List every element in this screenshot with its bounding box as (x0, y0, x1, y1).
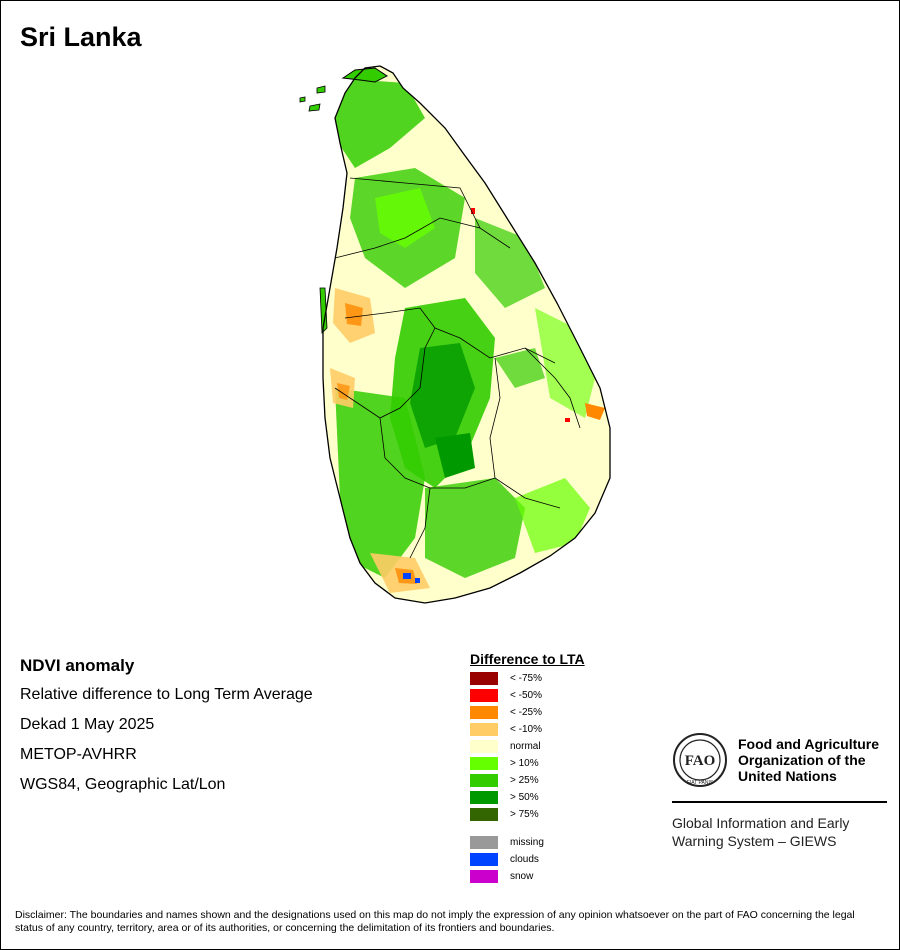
fao-logo: FAO FIAT PANIS (673, 733, 727, 787)
legend-swatch (470, 808, 498, 821)
legend-item: missing (470, 836, 670, 850)
fao-name-line: Food and Agriculture (738, 736, 880, 752)
giews-line: Warning System – GIEWS (672, 833, 837, 849)
legend-swatch (470, 672, 498, 685)
map-title: Sri Lanka (20, 22, 142, 52)
disclaimer: Disclaimer: The boundaries and names sho… (15, 909, 855, 934)
legend-swatch (470, 740, 498, 753)
legend-swatch (470, 836, 498, 849)
legend-item: snow (470, 870, 670, 884)
legend-label: snow (510, 871, 534, 882)
svg-text:FIAT PANIS: FIAT PANIS (687, 780, 714, 786)
legend-label: < -50% (510, 690, 542, 701)
product-projection: WGS84, Geographic Lat/Lon (20, 776, 226, 793)
svg-text:FAO: FAO (685, 753, 716, 769)
legend-swatch (470, 723, 498, 736)
product-description: Relative difference to Long Term Average (20, 686, 313, 703)
legend-label: < -25% (510, 707, 542, 718)
product-name: NDVI anomaly (20, 656, 135, 675)
giews-line: Global Information and Early (672, 815, 850, 831)
legend-swatch (470, 757, 498, 770)
legend-label: missing (510, 837, 544, 848)
legend-item: < -25% (470, 706, 670, 720)
fao-divider (672, 801, 887, 803)
legend-item: > 25% (470, 774, 670, 788)
legend-label: < -10% (510, 724, 542, 735)
legend-item: > 50% (470, 791, 670, 805)
legend-label: < -75% (510, 673, 542, 684)
legend-label: > 75% (510, 809, 539, 820)
legend-swatch (470, 774, 498, 787)
legend-item: > 10% (470, 757, 670, 771)
legend-label: > 50% (510, 792, 539, 803)
legend-item: > 75% (470, 808, 670, 822)
legend-swatch (470, 689, 498, 702)
ndvi-anomaly-patches (330, 68, 605, 593)
legend-item: clouds (470, 853, 670, 867)
legend-item: normal (470, 740, 670, 754)
fao-name-line: United Nations (738, 768, 837, 784)
giews-name: Global Information and Early Warning Sys… (672, 814, 849, 850)
legend-label: normal (510, 741, 541, 752)
sri-lanka-map (299, 65, 611, 604)
legend-label: > 25% (510, 775, 539, 786)
fao-name: Food and Agriculture Organization of the… (738, 736, 879, 784)
province-boundaries (334, 177, 581, 559)
product-sensor: METOP-AVHRR (20, 746, 137, 763)
legend-title: Difference to LTA (470, 651, 585, 667)
legend-item: < -10% (470, 723, 670, 737)
legend-swatch (470, 870, 498, 883)
legend-swatch (470, 853, 498, 866)
fao-name-line: Organization of the (738, 752, 866, 768)
legend-label: clouds (510, 854, 539, 865)
legend-item: < -50% (470, 689, 670, 703)
legend-label: > 10% (510, 758, 539, 769)
legend-item: < -75% (470, 672, 670, 686)
legend-swatch (470, 706, 498, 719)
product-date: Dekad 1 May 2025 (20, 716, 155, 733)
legend-swatch (470, 791, 498, 804)
